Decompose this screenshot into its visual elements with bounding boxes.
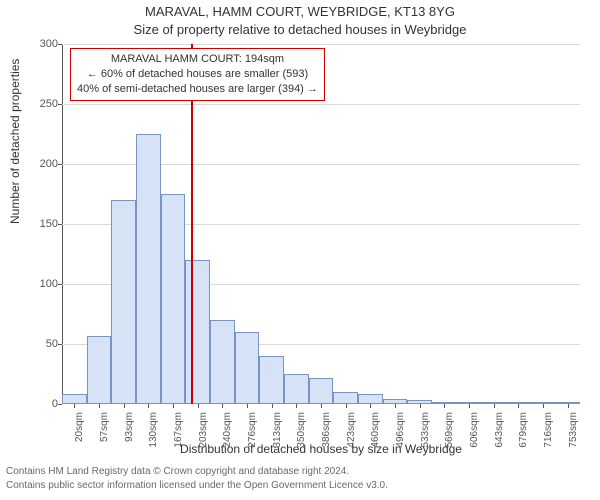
y-tick xyxy=(58,164,62,165)
histogram-bar xyxy=(210,320,235,404)
x-tick xyxy=(124,404,125,408)
annotation-line: ← 60% of detached houses are smaller (59… xyxy=(77,67,318,82)
x-tick-label: 167sqm xyxy=(173,412,184,472)
histogram-bar xyxy=(235,332,260,404)
x-tick-label: 203sqm xyxy=(198,412,209,472)
annotation-line: 40% of semi-detached houses are larger (… xyxy=(77,82,318,97)
footer-copyright-1: Contains HM Land Registry data © Crown c… xyxy=(6,466,349,477)
x-tick xyxy=(99,404,100,408)
x-tick-label: 386sqm xyxy=(321,412,332,472)
footer-copyright-2: Contains public sector information licen… xyxy=(6,480,388,491)
x-tick-label: 753sqm xyxy=(568,412,579,472)
x-tick-label: 496sqm xyxy=(395,412,406,472)
x-tick xyxy=(494,404,495,408)
x-tick-label: 240sqm xyxy=(222,412,233,472)
x-tick xyxy=(198,404,199,408)
x-tick-label: 460sqm xyxy=(370,412,381,472)
histogram-bar xyxy=(284,374,309,404)
y-tick xyxy=(58,44,62,45)
property-size-chart: MARAVAL, HAMM COURT, WEYBRIDGE, KT13 8YG… xyxy=(0,0,600,460)
x-tick-label: 533sqm xyxy=(420,412,431,472)
x-tick-label: 130sqm xyxy=(148,412,159,472)
x-tick xyxy=(173,404,174,408)
gridline xyxy=(62,104,580,105)
x-tick xyxy=(346,404,347,408)
x-tick xyxy=(74,404,75,408)
x-tick-label: 569sqm xyxy=(444,412,455,472)
histogram-bar xyxy=(136,134,161,404)
annotation-line: MARAVAL HAMM COURT: 194sqm xyxy=(77,52,318,67)
x-tick xyxy=(296,404,297,408)
x-tick-label: 643sqm xyxy=(494,412,505,472)
y-tick xyxy=(58,284,62,285)
histogram-bar xyxy=(333,392,358,404)
x-tick-label: 20sqm xyxy=(74,412,85,472)
x-tick xyxy=(148,404,149,408)
y-tick-label: 300 xyxy=(18,38,58,50)
y-tick-label: 100 xyxy=(18,278,58,290)
x-tick xyxy=(568,404,569,408)
x-tick xyxy=(272,404,273,408)
histogram-bar xyxy=(185,260,210,404)
chart-subtitle: Size of property relative to detached ho… xyxy=(0,22,600,37)
x-tick-label: 606sqm xyxy=(469,412,480,472)
x-tick xyxy=(395,404,396,408)
y-tick-label: 250 xyxy=(18,98,58,110)
x-tick xyxy=(518,404,519,408)
x-tick-label: 313sqm xyxy=(272,412,283,472)
histogram-bar xyxy=(111,200,136,404)
y-axis-label: Number of detached properties xyxy=(8,59,22,224)
x-tick xyxy=(469,404,470,408)
x-tick-label: 350sqm xyxy=(296,412,307,472)
x-tick xyxy=(321,404,322,408)
x-tick-label: 57sqm xyxy=(99,412,110,472)
y-tick-label: 50 xyxy=(18,338,58,350)
y-tick xyxy=(58,224,62,225)
y-tick xyxy=(58,344,62,345)
y-tick-label: 200 xyxy=(18,158,58,170)
y-tick xyxy=(58,104,62,105)
y-tick xyxy=(58,404,62,405)
x-tick xyxy=(420,404,421,408)
annotation-box: MARAVAL HAMM COURT: 194sqm← 60% of detac… xyxy=(70,48,325,101)
x-tick xyxy=(247,404,248,408)
y-tick-label: 0 xyxy=(18,398,58,410)
histogram-bar xyxy=(358,394,383,404)
chart-title: MARAVAL, HAMM COURT, WEYBRIDGE, KT13 8YG xyxy=(0,4,600,19)
x-tick-label: 679sqm xyxy=(518,412,529,472)
histogram-bar xyxy=(309,378,334,404)
x-tick-label: 276sqm xyxy=(247,412,258,472)
histogram-bar xyxy=(62,394,87,404)
x-tick-label: 423sqm xyxy=(346,412,357,472)
x-tick xyxy=(543,404,544,408)
x-tick-label: 716sqm xyxy=(543,412,554,472)
histogram-bar xyxy=(259,356,284,404)
x-tick-label: 93sqm xyxy=(124,412,135,472)
plot-area: MARAVAL HAMM COURT: 194sqm← 60% of detac… xyxy=(62,44,580,404)
x-tick xyxy=(370,404,371,408)
histogram-bar xyxy=(161,194,186,404)
y-tick-label: 150 xyxy=(18,218,58,230)
x-tick xyxy=(444,404,445,408)
gridline xyxy=(62,44,580,45)
x-tick xyxy=(222,404,223,408)
histogram-bar xyxy=(87,336,112,404)
